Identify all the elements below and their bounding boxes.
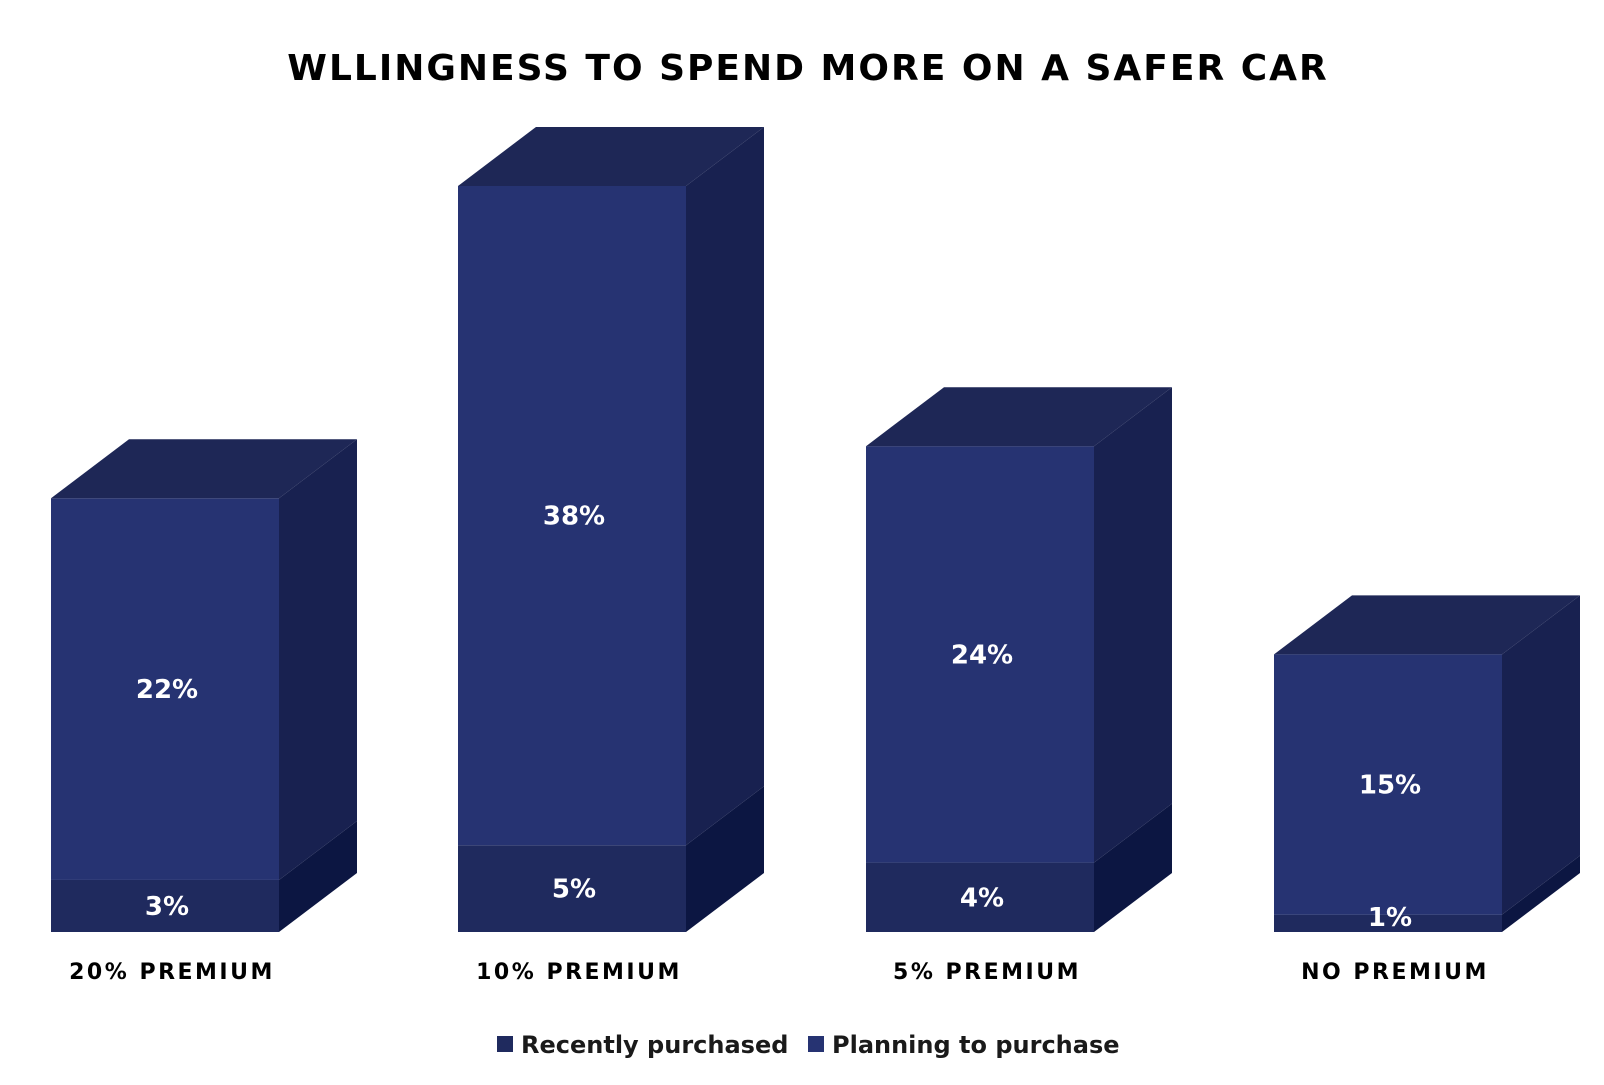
bar-top-cap-3 — [1274, 595, 1580, 655]
value-label-recently-0: 3% — [145, 892, 189, 922]
category-label-0: 20% PREMIUM — [69, 960, 275, 985]
bar-top-cap-1 — [458, 126, 764, 186]
bar-group-3: 15% 1% — [1274, 595, 1580, 933]
value-label-recently-3: 1% — [1368, 903, 1412, 933]
bar-recently-purchased-0 — [51, 879, 279, 932]
bars-group: 22% 3% 38% 5% 24% 4% 15% 1% — [51, 126, 1580, 933]
value-label-planning-1: 38% — [543, 502, 605, 532]
bar-recently-purchased-1 — [458, 845, 686, 932]
bar-group-0: 22% 3% — [51, 439, 357, 932]
bar-planning-to-purchase-side-0 — [279, 439, 357, 880]
legend-swatch-recently-purchased — [497, 1036, 513, 1052]
legend-label-recently-purchased: Recently purchased — [521, 1031, 788, 1059]
legend: Recently purchased Planning to purchase — [497, 1031, 1120, 1059]
value-label-recently-2: 4% — [960, 883, 1004, 913]
value-label-planning-2: 24% — [951, 640, 1013, 670]
value-label-planning-0: 22% — [136, 675, 198, 705]
bar-planning-to-purchase-0 — [51, 498, 279, 880]
bar-planning-to-purchase-3 — [1274, 654, 1502, 915]
bar-planning-to-purchase-1 — [458, 185, 686, 846]
legend-item-recently-purchased: Recently purchased — [497, 1031, 788, 1059]
category-label-3: NO PREMIUM — [1301, 960, 1489, 985]
bar-recently-purchased-side-2 — [1094, 803, 1172, 932]
category-label-2: 5% PREMIUM — [893, 960, 1081, 985]
bar-group-2: 24% 4% — [866, 387, 1172, 932]
value-label-recently-1: 5% — [552, 875, 596, 905]
bar-planning-to-purchase-side-2 — [1094, 387, 1172, 863]
category-label-1: 10% PREMIUM — [476, 960, 682, 985]
bar-top-cap-2 — [866, 387, 1172, 447]
value-label-planning-3: 15% — [1359, 771, 1421, 801]
bar-group-1: 38% 5% — [458, 126, 764, 932]
legend-item-planning-to-purchase: Planning to purchase — [808, 1031, 1120, 1059]
legend-label-planning-to-purchase: Planning to purchase — [832, 1031, 1120, 1059]
bar-recently-purchased-2 — [866, 862, 1094, 932]
category-labels: 20% PREMIUM 10% PREMIUM 5% PREMIUM NO PREMI… — [69, 960, 1489, 985]
bar-recently-purchased-side-3 — [1502, 855, 1580, 932]
bar-top-cap-0 — [51, 439, 357, 499]
legend-swatch-planning-to-purchase — [808, 1036, 824, 1052]
bar-recently-purchased-side-0 — [279, 820, 357, 932]
bar-planning-to-purchase-side-1 — [686, 126, 764, 846]
chart-title: WLLINGNESS TO SPEND MORE ON A SAFER CAR — [287, 48, 1328, 89]
bar-recently-purchased-3 — [1274, 914, 1502, 932]
bar-recently-purchased-side-1 — [686, 786, 764, 932]
bar-planning-to-purchase-side-3 — [1502, 595, 1580, 915]
bar-planning-to-purchase-2 — [866, 446, 1094, 863]
